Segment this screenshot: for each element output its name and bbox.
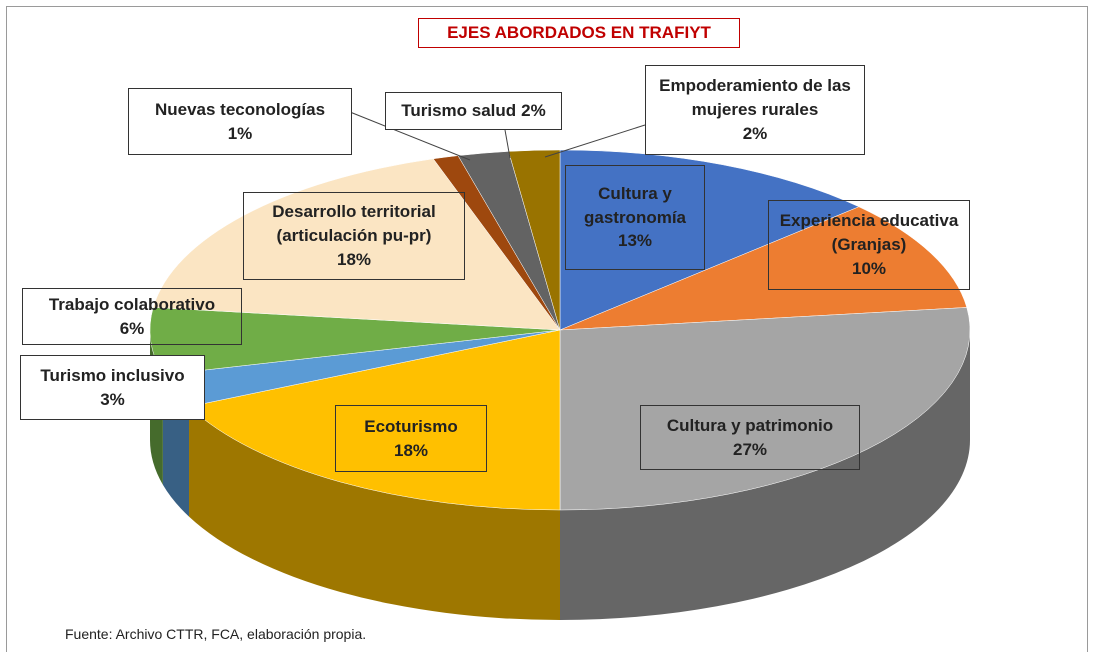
frame xyxy=(6,6,1088,652)
slice xyxy=(152,158,561,331)
slice-label: Empoderamiento de las mujeres rurales 2% xyxy=(645,65,865,155)
slice-label: Ecoturismo 18% xyxy=(335,405,487,472)
slice-label: Trabajo colaborativo 6% xyxy=(22,288,242,345)
slice-label: Cultura y gastronomía 13% xyxy=(565,165,705,270)
chart-title: EJES ABORDADOS EN TRAFIYT xyxy=(418,18,740,48)
slice xyxy=(559,206,968,331)
value-label: 18% xyxy=(393,440,429,460)
source-note: Fuente: Archivo CTTR, FCA, elaboración p… xyxy=(65,626,367,642)
category-label: Cultura y patrimonio xyxy=(666,415,834,435)
slice xyxy=(559,149,860,331)
category-label: Experiencia educativa (Granjas) xyxy=(779,211,959,255)
value-label: 6% xyxy=(119,318,145,338)
category-label: Cultura y gastronomía xyxy=(583,183,687,227)
slice xyxy=(188,329,561,511)
value-label: 18% xyxy=(336,249,372,269)
value-label: 13% xyxy=(617,231,653,251)
value-label: 27% xyxy=(732,439,768,459)
category-label: Ecoturismo xyxy=(364,416,458,436)
leader-line xyxy=(504,129,511,159)
slice-label: Desarrollo territorial (articulación pu-… xyxy=(243,192,465,280)
category-label: Desarrollo territorial (articulación pu-… xyxy=(272,202,436,246)
category-label: Empoderamiento de las mujeres rurales xyxy=(659,76,851,120)
value-label: 1% xyxy=(227,123,253,143)
slice-side xyxy=(189,406,560,620)
value-label: 10% xyxy=(851,258,887,278)
slice-label: Nuevas teconologías 1% xyxy=(128,88,352,155)
category-label: Turismo inclusivo xyxy=(40,365,185,385)
slice-label: Experiencia educativa (Granjas) 10% xyxy=(768,200,970,290)
slice-label: Cultura y patrimonio 27% xyxy=(640,405,860,470)
category-label: Trabajo colaborativo xyxy=(48,294,216,314)
slice-label: Turismo salud 2% xyxy=(385,92,562,130)
leader-line xyxy=(544,124,646,158)
pie xyxy=(149,149,971,620)
value-label: 2% xyxy=(742,123,768,143)
category-label: Nuevas teconologías xyxy=(154,99,326,119)
slice-side xyxy=(560,330,970,620)
value-label: 3% xyxy=(100,389,125,409)
leader-line xyxy=(349,111,471,161)
value-label: 2% xyxy=(521,101,546,121)
slice-label: Turismo inclusivo 3% xyxy=(20,355,205,420)
slice xyxy=(559,307,971,511)
category-label: Turismo salud xyxy=(401,101,517,121)
